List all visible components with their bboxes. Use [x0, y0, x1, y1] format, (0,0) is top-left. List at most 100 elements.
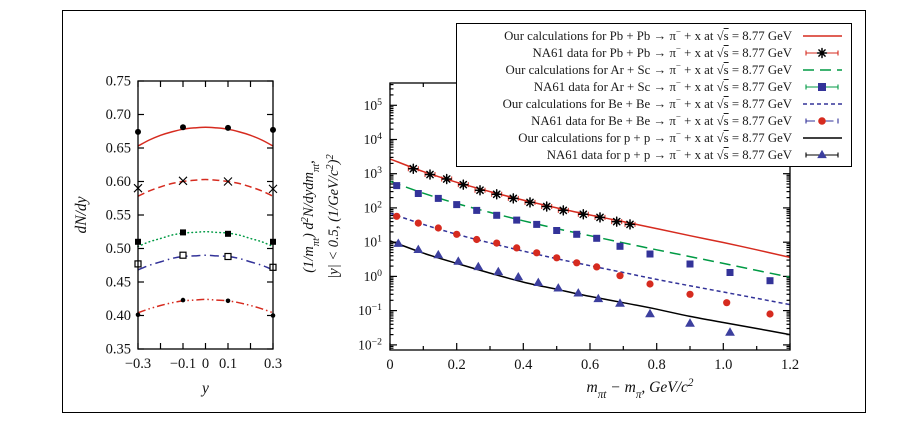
circle-marker: [180, 297, 186, 303]
circle-marker: [414, 219, 422, 227]
square-marker: [573, 230, 581, 238]
right-y-axis-label-line1: (1/mπt) d2N/dydmπt,: [300, 160, 322, 273]
y-tick-label: 0.60: [106, 174, 131, 190]
circle-marker: [553, 254, 561, 262]
y-tick-label: 0.65: [106, 141, 131, 157]
pb-pb-calculation-data-points: [407, 163, 636, 230]
series-5-curve: [137, 298, 274, 314]
p-p-calculation-curve: [389, 240, 791, 336]
legend-item: NA61 data for p + p → π− + x at √s = 8.7…: [461, 145, 845, 163]
star-marker-center: [495, 192, 499, 196]
left-plot-frame: [137, 80, 274, 350]
series-5-data-points: [135, 297, 276, 318]
star-marker-center: [445, 177, 449, 181]
x-tick-label: −0.1: [170, 356, 196, 372]
triangle-marker: [593, 293, 604, 303]
legend-item-label: Our calculations for p + p → π− + x at √…: [518, 128, 792, 145]
y-tick-label: 0.35: [106, 342, 131, 358]
circle-marker: [493, 239, 501, 247]
left-plot: −0.3 −0.1 0 0.1 0.3 0.35 0.40 0.45 0.50 0.55 0.60 0…: [73, 74, 282, 398]
star-marker-center: [581, 212, 585, 216]
square-marker: [393, 182, 401, 190]
legend-line-sample: [803, 68, 842, 71]
legend-item: Our calculations for Ar + Sc → π− + x at…: [461, 61, 845, 78]
left-y-axis-label: dN/dy: [73, 196, 90, 233]
right-y-axis-label-line2: |y| < 0.5, (1/GeV/c2)2: [325, 154, 343, 278]
be-be-calculation-curve: [389, 212, 791, 306]
square-marker: [225, 230, 231, 237]
y-tick-label: 104: [364, 131, 383, 148]
open-square-marker: [224, 252, 232, 261]
y-tick-label: 10−1: [358, 302, 382, 319]
square-marker: [434, 194, 442, 202]
star-marker-center: [628, 223, 632, 226]
open-square-marker: [179, 251, 187, 259]
circle-marker: [225, 298, 231, 304]
sample-error-bar: [805, 118, 839, 123]
triangle-marker: [615, 298, 625, 307]
y-tick-label: 101: [364, 233, 383, 250]
square-marker: [616, 242, 624, 250]
legend-item-label: NA61 data for Ar + Sc → π− + x at √s = 8…: [533, 77, 792, 94]
x-tick-label: 0.3: [264, 356, 282, 372]
square-marker: [686, 260, 694, 268]
circle-marker: [180, 124, 186, 131]
circle-marker: [225, 124, 231, 131]
circle-marker: [513, 244, 521, 252]
legend-item: Our calculations for Pb + Pb → π− + x at…: [461, 27, 845, 44]
x-tick-label: 0.1: [219, 356, 237, 372]
legend-item: NA61 data for Ar + Sc → π− + x at √s = 8…: [461, 77, 845, 95]
circle-marker: [573, 259, 581, 267]
circle-marker: [616, 272, 624, 280]
star-marker-center: [820, 51, 824, 54]
circle-marker: [766, 310, 774, 318]
square-marker: [818, 82, 826, 91]
square-marker: [414, 190, 422, 197]
square-marker: [533, 220, 541, 228]
x-tick-label: 0: [202, 356, 209, 372]
circle-marker: [533, 249, 541, 257]
triangle-marker: [453, 256, 464, 265]
legend-item-label: Our calculations for Be + Be → π− + x at…: [502, 94, 792, 111]
legend-item-label: NA61 data for p + p → π− + x at √s = 8.7…: [546, 145, 792, 162]
triangle-marker: [513, 272, 524, 281]
star-marker-center: [598, 216, 602, 219]
legend-marker-sample: [805, 47, 839, 58]
star-marker-center: [461, 183, 465, 187]
square-marker: [473, 206, 481, 214]
triangle-marker: [533, 277, 544, 286]
x-tick-label: 0: [386, 357, 393, 373]
x-tick-label: 1.2: [781, 357, 799, 373]
legend-item-label: NA61 data for Be + Be → π− + x at √s = 8…: [531, 111, 792, 128]
left-plot-ticks: [137, 80, 274, 350]
triangle-marker: [413, 244, 424, 253]
circle-marker: [646, 280, 654, 288]
y-tick-label: 102: [364, 199, 383, 216]
circle-marker: [818, 116, 826, 125]
right-plot: 0 0.2 0.4 0.6 0.8 1.0 1.2 10−2 10−1 100 101 102 103 1…: [300, 82, 799, 401]
circle-marker: [393, 212, 401, 220]
circle-marker: [723, 299, 731, 307]
y-tick-label: 0.55: [106, 208, 131, 224]
star-marker-center: [528, 201, 532, 204]
legend-item: Our calculations for Be + Be → π− + x at…: [461, 94, 845, 112]
triangle-marker: [645, 308, 655, 318]
y-tick-label: 0.45: [106, 275, 131, 291]
triangle-marker: [573, 288, 584, 297]
square-marker: [593, 234, 601, 242]
star-marker-center: [545, 205, 549, 208]
x-tick-label: 0.2: [448, 357, 466, 373]
triangle-marker: [393, 238, 404, 247]
y-tick-label: 10−2: [358, 336, 382, 353]
square-marker: [493, 211, 501, 219]
legend-box: Our calculations for Pb + Pb → π− + x at…: [456, 23, 852, 167]
x-tick-label: 0.8: [648, 357, 666, 373]
square-marker: [453, 201, 461, 209]
legend-marker-sample: [805, 149, 839, 158]
triangle-marker: [493, 266, 504, 276]
star-marker-center: [511, 197, 515, 200]
ar-sc-calculation-data-points: [393, 182, 774, 285]
x-tick-label: 0.4: [514, 357, 533, 373]
x-tick-label: 0.6: [581, 357, 599, 373]
